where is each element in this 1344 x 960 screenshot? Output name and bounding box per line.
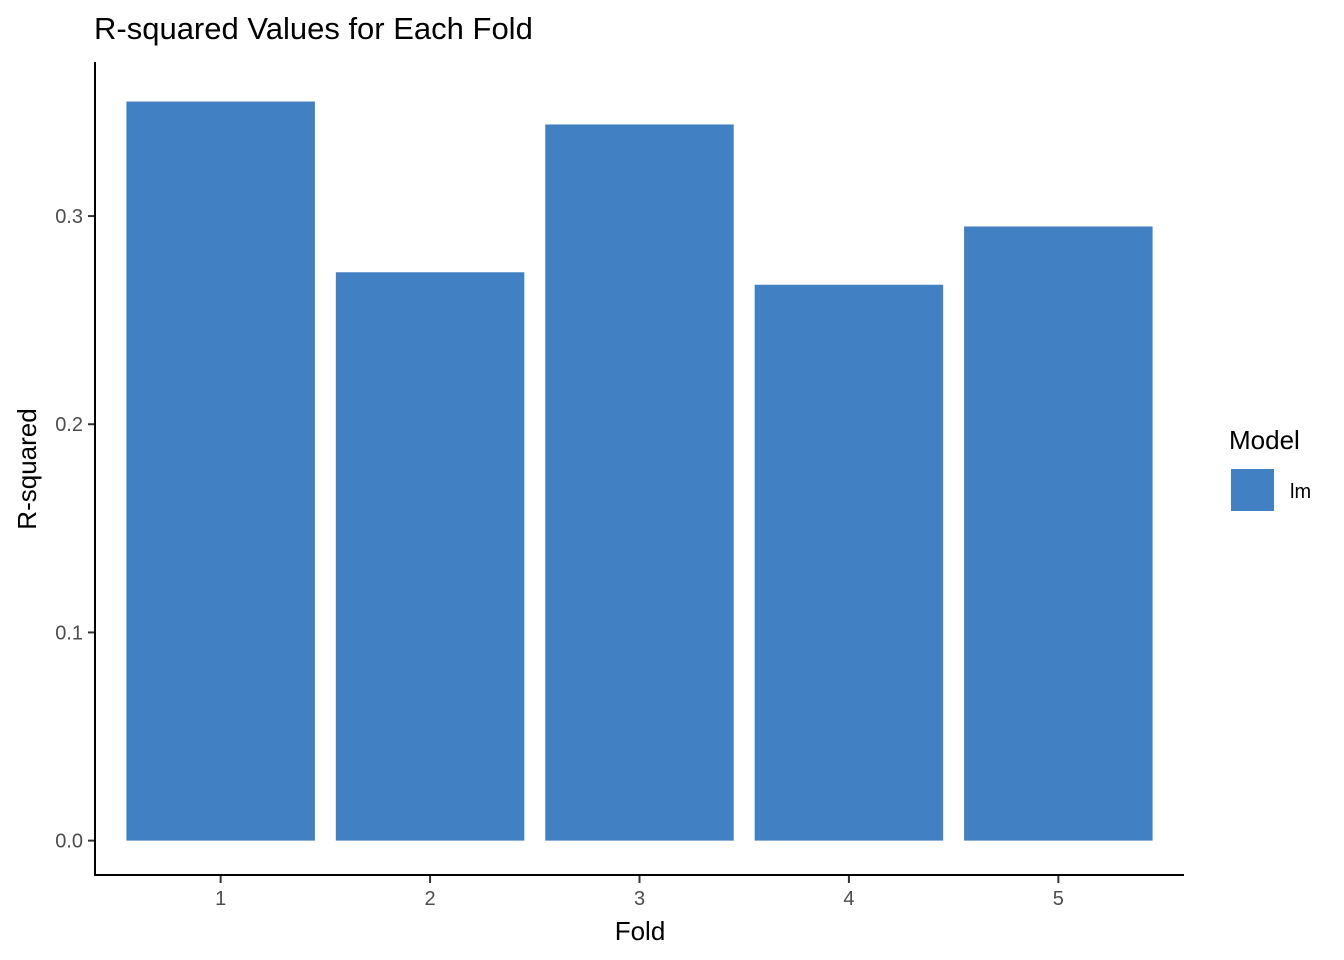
x-axis-title: Fold (615, 916, 666, 946)
bar-fold-4 (754, 284, 944, 841)
legend-title: Model (1229, 425, 1300, 455)
y-axis-ticks: 0.0 0.1 0.2 0.3 (55, 206, 95, 853)
bar-fold-5 (964, 226, 1153, 841)
y-tick-label: 0.1 (55, 622, 83, 644)
y-axis-title: R-squared (12, 408, 42, 529)
x-tick-label: 3 (634, 888, 645, 910)
x-tick-label: 5 (1053, 888, 1064, 910)
chart-title: R-squared Values for Each Fold (94, 11, 533, 46)
y-tick-label: 0.0 (55, 831, 83, 853)
legend-key-lm (1231, 469, 1274, 511)
legend-label-lm: lm (1290, 481, 1311, 503)
y-tick-label: 0.3 (55, 206, 83, 228)
legend: Model lm (1229, 425, 1311, 511)
bar-fold-2 (335, 272, 525, 841)
x-tick-label: 1 (215, 888, 226, 910)
x-axis-ticks: 1 2 3 4 5 (215, 876, 1064, 910)
x-tick-label: 4 (843, 888, 854, 910)
bar-fold-1 (126, 101, 315, 841)
y-tick-label: 0.2 (55, 414, 83, 436)
bar-fold-3 (545, 124, 734, 841)
x-tick-label: 2 (425, 888, 436, 910)
bars-group (126, 101, 1153, 841)
